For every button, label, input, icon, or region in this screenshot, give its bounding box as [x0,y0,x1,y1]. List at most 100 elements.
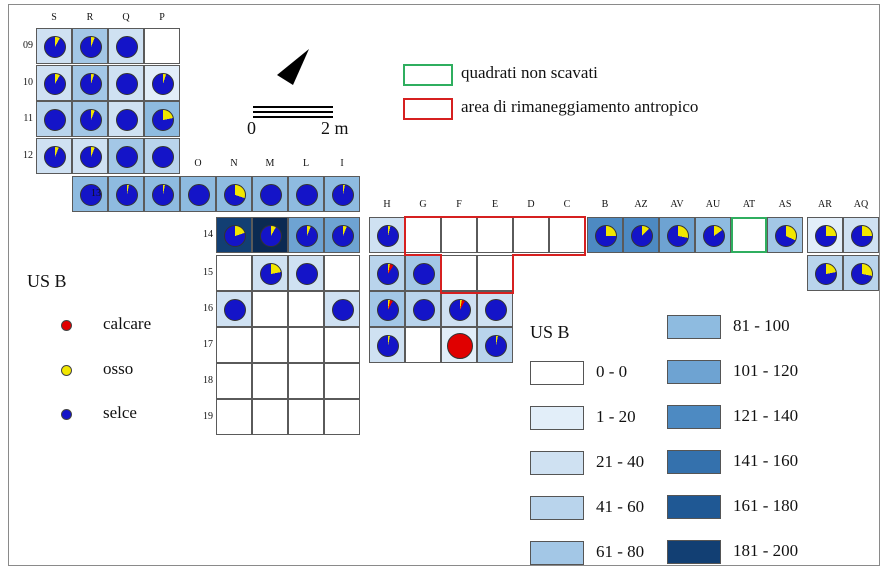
composition-pie [80,109,102,131]
grid-square-ar15 [807,255,843,291]
column-label: Q [122,12,130,23]
count-swatch [667,450,721,474]
grid-square-aq14 [843,217,879,253]
grid-square-m16 [252,291,288,327]
column-label: AV [670,199,684,210]
composition-pie [152,184,174,206]
grid-square-o13 [180,176,216,212]
row-label: 14 [203,229,213,240]
grid-square-b14 [587,217,623,253]
column-label: F [456,199,462,210]
grid-square-e16 [477,291,513,327]
composition-pie [851,225,873,247]
grid-square-m18 [252,363,288,399]
scale-bar [253,106,333,118]
scale-bar-line [253,106,333,108]
composition-pie [332,184,354,206]
composition-pie [80,146,102,168]
grid-square-i16 [324,291,360,327]
grid-square-at14 [731,217,767,253]
grid-square-n16 [216,291,252,327]
grid-square-g16 [405,291,441,327]
composition-pie [851,263,873,285]
column-label: D [527,199,535,210]
grid-square-au14 [695,217,731,253]
grid-square-m19 [252,399,288,435]
grid-square-p12 [144,138,180,174]
composition-pie [595,225,617,247]
composition-pie [80,73,102,95]
composition-pie [116,36,138,58]
composition-pie [260,263,282,285]
selce-dot-icon [61,409,72,420]
grid-square-s12 [36,138,72,174]
count-label: 101 - 120 [733,361,799,380]
count-label: 61 - 80 [596,542,645,561]
grid-square-l14 [288,217,324,253]
count-swatch [667,315,721,339]
count-swatch [530,496,584,520]
grid-square-q12 [108,138,144,174]
composition-pie [260,184,282,206]
grid-square-q11 [108,101,144,137]
composition-pie [377,263,399,285]
column-label: I [340,158,344,169]
column-label: C [563,199,571,210]
green-outline-label: quadrati non scavati [461,63,598,82]
composition-pie [116,184,138,206]
green-outline-swatch [403,64,453,86]
grid-square-g17 [405,327,441,363]
grid-square-d14 [513,217,549,253]
row-label: 19 [203,411,213,422]
column-label: O [194,158,202,169]
scale-bar-line [253,111,333,113]
grid-square-r09 [72,28,108,64]
composition-pie [152,73,174,95]
count-swatch [667,405,721,429]
grid-square-n17 [216,327,252,363]
composition-pie [703,225,725,247]
composition-pie [44,146,66,168]
osso-dot-icon [61,365,72,376]
count-swatch [667,360,721,384]
grid-square-i19 [324,399,360,435]
scale-start-label: 0 [247,118,256,138]
row-label: 18 [203,375,213,386]
osso-label: osso [103,359,134,378]
grid-square-f16 [441,291,477,327]
grid-square-h14 [369,217,405,253]
composition-pie [116,146,138,168]
composition-pie [116,109,138,131]
red-outline-swatch [403,98,453,120]
grid-square-s09 [36,28,72,64]
count-label: 161 - 180 [733,496,799,515]
grid-square-h15 [369,255,405,291]
count-swatch [667,540,721,564]
grid-square-ar14 [807,217,843,253]
grid-square-n15 [216,255,252,291]
grid-square-m13 [252,176,288,212]
grid-square-l19 [288,399,324,435]
column-label: S [51,12,57,23]
grid-square-m14 [252,217,288,253]
column-label: AR [818,199,832,210]
grid-square-av14 [659,217,695,253]
count-swatch [530,451,584,475]
calcare-label: calcare [103,314,152,333]
count-label: 141 - 160 [733,451,799,470]
row-label: 16 [203,303,213,314]
composition-pie [815,225,837,247]
composition-pie [667,225,689,247]
composition-pie [296,263,318,285]
grid-square-n19 [216,399,252,435]
count-swatch [530,541,584,565]
grid-square-i14 [324,217,360,253]
count-swatch [667,495,721,519]
grid-square-s11 [36,101,72,137]
grid-square-l13 [288,176,324,212]
row-label: 09 [23,40,33,51]
map-frame: S R Q P O N M L I H G F E D C B AZ AV AU AT AS AR AQ 09 10 11 12 1… [8,4,880,566]
grid-square-f15 [441,255,477,291]
composition-pie [332,299,354,321]
composition-pie [188,184,210,206]
